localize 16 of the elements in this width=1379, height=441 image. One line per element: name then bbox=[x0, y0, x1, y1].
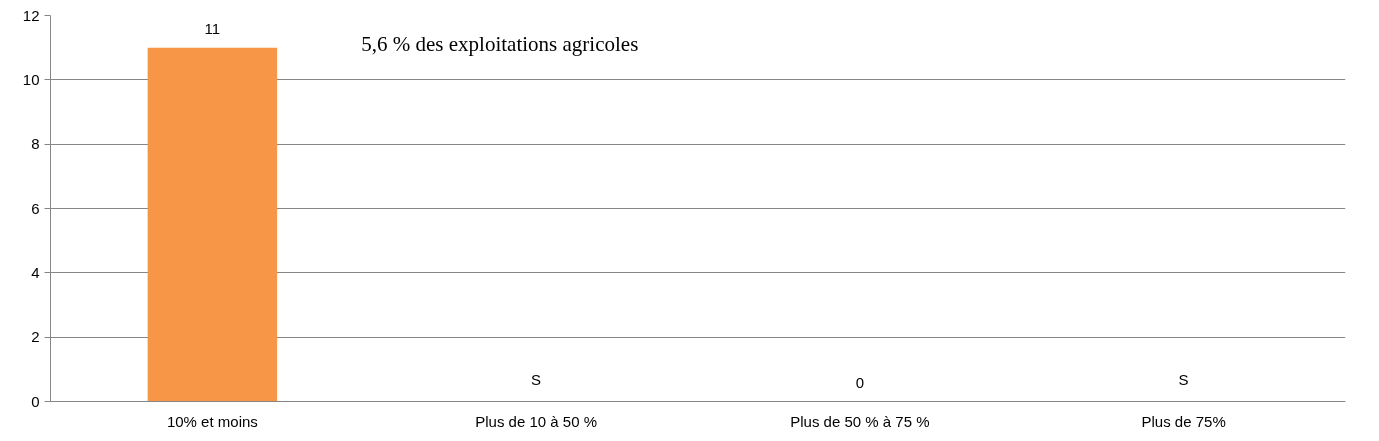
y-tick-label: 0 bbox=[31, 392, 40, 410]
y-tick-label: 8 bbox=[31, 135, 40, 153]
y-tick-label: 6 bbox=[31, 199, 40, 217]
data-label: 0 bbox=[855, 373, 865, 391]
text: S bbox=[1178, 370, 1189, 388]
y-tick-label: 4 bbox=[31, 263, 40, 281]
y-tick-label: 2 bbox=[31, 328, 40, 346]
x-tick-label: Plus de 75% bbox=[1141, 412, 1226, 430]
x-tick-label: Plus de 10 à 50 % bbox=[475, 412, 598, 430]
data-label: 11 bbox=[204, 19, 221, 37]
x-tick-label: 10% et moins bbox=[166, 412, 258, 430]
text: S bbox=[531, 370, 542, 388]
y-tick-label: 10 bbox=[22, 70, 40, 88]
y-tick-label: 12 bbox=[22, 6, 40, 24]
annotation: 5,6 % des exploitations agricoles bbox=[361, 32, 639, 57]
x-tick-label: Plus de 50 % à 75 % bbox=[790, 412, 930, 430]
